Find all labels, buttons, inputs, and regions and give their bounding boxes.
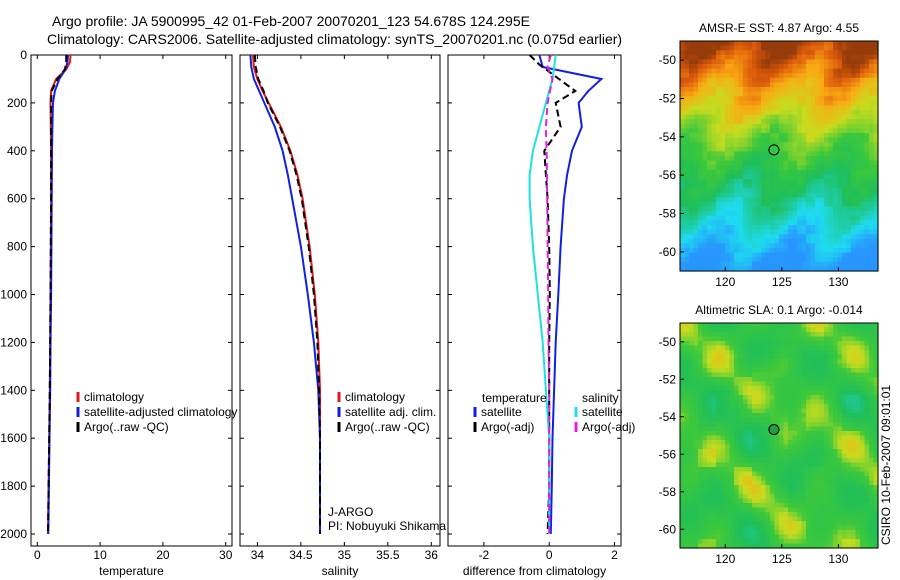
x-tick-label: 10 — [93, 548, 107, 562]
y-tick-label: -60 — [659, 245, 677, 259]
sst-map-title: AMSR-E SST: 4.87 Argo: 4.55 — [699, 21, 859, 35]
y-tick-label: 800 — [7, 240, 27, 254]
series-line-argo-raw-qc- — [47, 55, 68, 535]
legend-header-salinity: salinity — [582, 391, 619, 405]
y-tick-label: 200 — [7, 96, 27, 110]
salinity-panel: 34 34.5 35 35.5 36 salinity climatologysatelli… — [239, 54, 446, 578]
sst-field — [680, 41, 879, 272]
difference-panel: -2 0 2 difference from climatology temperatu… — [447, 54, 635, 578]
side-label: CSIRO 10-Feb-2007 09:01:01 — [879, 385, 893, 545]
y-tick-label: 1400 — [0, 383, 27, 397]
x-tick-label: 120 — [715, 552, 735, 566]
argo-float-marker — [768, 424, 780, 435]
x-tick-label: 34 — [251, 548, 265, 562]
figure-title-line2: Climatology: CARS2006. Satellite-adjuste… — [47, 31, 622, 47]
y-tick-label: -50 — [659, 53, 677, 67]
y-tick-label: -56 — [659, 447, 677, 461]
legend-label: satellite adj. clim. — [345, 405, 436, 419]
y-tick-label: -56 — [659, 168, 677, 182]
y-tick-label: -54 — [659, 410, 677, 424]
series-line-temperature-satellite — [538, 54, 604, 535]
x-tick-label: 35.5 — [376, 548, 400, 562]
y-tick-label: -58 — [659, 207, 677, 221]
sla-map-frame — [679, 322, 879, 549]
sla-map-panel: Altimetric SLA: 0.1 Argo: -0.014 120 125 13… — [659, 303, 879, 566]
x-tick-label: 20 — [156, 548, 170, 562]
x-tick-label: -2 — [479, 548, 490, 562]
legend-header-temperature: temperature — [482, 391, 547, 405]
y-tick-label: 2000 — [0, 527, 27, 541]
y-tick-label: -52 — [659, 372, 677, 386]
x-tick-label: 30 — [219, 548, 233, 562]
y-tick-label: -52 — [659, 92, 677, 106]
x-tick-label: 2 — [611, 548, 618, 562]
temperature-xlabel: temperature — [99, 564, 164, 578]
series-line-satellite-adj-clim- — [249, 54, 321, 534]
x-tick-label: 130 — [828, 275, 848, 289]
sla-map-title: Altimetric SLA: 0.1 Argo: -0.014 — [695, 303, 863, 317]
legend-label: Argo(-adj) — [582, 420, 635, 434]
legend-label: climatology — [84, 390, 144, 404]
legend-label: Argo(-adj) — [481, 420, 534, 434]
sla-field — [680, 323, 879, 549]
x-tick-label: 36 — [425, 548, 439, 562]
sst-map-frame — [679, 40, 879, 272]
legend-label: satellite — [582, 405, 623, 419]
annotation-text: J-ARGO — [328, 505, 373, 519]
legend-label: satellite-adjusted climatology — [84, 405, 237, 419]
salinity-axes-frame — [239, 54, 441, 547]
argo-float-marker — [768, 144, 780, 156]
x-tick-label: 0 — [546, 548, 553, 562]
y-tick-label: 600 — [7, 192, 27, 206]
x-tick-label: 34.5 — [289, 548, 313, 562]
series-line-argo-raw-qc- — [253, 54, 321, 534]
temperature-axes-frame — [30, 54, 233, 547]
x-tick-label: 130 — [828, 552, 848, 566]
y-tick-label: 1200 — [0, 335, 27, 349]
difference-xlabel: difference from climatology — [463, 564, 606, 578]
x-tick-label: 125 — [772, 552, 792, 566]
legend-label: Argo(..raw -QC) — [84, 420, 169, 434]
difference-axes-frame — [447, 54, 622, 547]
y-tick-label: 400 — [7, 144, 27, 158]
temperature-panel: 0 200 400 600 800 1000 1200 1400 1600 1800 2000 0 10… — [0, 48, 237, 578]
x-tick-label: 125 — [772, 275, 792, 289]
y-tick-label: 1000 — [0, 288, 27, 302]
legend-label: climatology — [345, 390, 405, 404]
y-tick-label: 1800 — [0, 479, 27, 493]
series-line-salinity-argo-adj- — [544, 54, 554, 534]
salinity-xlabel: salinity — [322, 564, 359, 578]
sst-map-panel: AMSR-E SST: 4.87 Argo: 4.55 120 125 130 -50 -… — [659, 21, 879, 289]
y-tick-label: -60 — [659, 522, 677, 536]
legend-label: Argo(..raw -QC) — [345, 420, 430, 434]
y-tick-label: -54 — [659, 130, 677, 144]
y-tick-label: -58 — [659, 485, 677, 499]
y-tick-label: 1600 — [0, 431, 27, 445]
figure-title-line1: Argo profile: JA 5900995_42 01-Feb-2007 … — [52, 13, 530, 29]
annotation-text: PI: Nobuyuki Shikama — [328, 519, 446, 533]
x-tick-label: 0 — [34, 548, 41, 562]
y-tick-label: -50 — [659, 335, 677, 349]
series-line-climatology — [252, 54, 321, 534]
y-tick-label: 0 — [20, 48, 27, 62]
x-tick-label: 120 — [715, 275, 735, 289]
x-tick-label: 35 — [338, 548, 352, 562]
legend-label: satellite — [481, 405, 522, 419]
